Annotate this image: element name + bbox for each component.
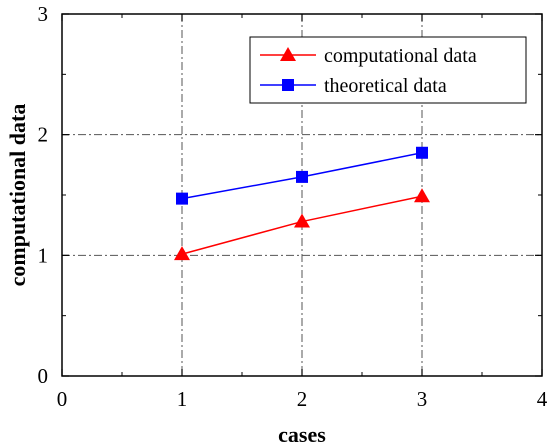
legend-label: computational data	[324, 45, 477, 67]
data-point	[416, 146, 428, 159]
ticks-layer	[61, 13, 543, 377]
series-group	[174, 188, 430, 261]
data-point	[414, 188, 430, 203]
legend-marker	[280, 47, 296, 61]
legend-label: theoretical data	[324, 75, 447, 97]
series-layer	[174, 146, 430, 261]
data-point	[176, 192, 188, 205]
data-point	[294, 213, 310, 228]
data-point	[174, 246, 190, 261]
y-tick-labels: 0 1 2 3	[38, 2, 49, 388]
x-tick-label: 2	[297, 387, 308, 411]
legend-box	[249, 36, 527, 104]
data-point	[296, 170, 308, 183]
legend: computational data theoretical data	[249, 36, 527, 104]
legend-marker	[282, 79, 294, 91]
x-tick-label: 1	[177, 387, 188, 411]
series-group	[176, 146, 428, 205]
x-tick-label: 3	[417, 387, 428, 411]
y-tick-label: 1	[38, 243, 49, 267]
y-tick-label: 3	[38, 2, 49, 26]
y-tick-label: 2	[38, 123, 49, 147]
x-tick-label: 0	[57, 387, 68, 411]
x-axis-title: cases	[278, 422, 326, 447]
y-axis-title: computational data	[5, 104, 30, 287]
x-tick-labels: 0 1 2 3 4	[57, 387, 548, 411]
x-tick-label: 4	[537, 387, 548, 411]
y-tick-label: 0	[38, 364, 49, 388]
